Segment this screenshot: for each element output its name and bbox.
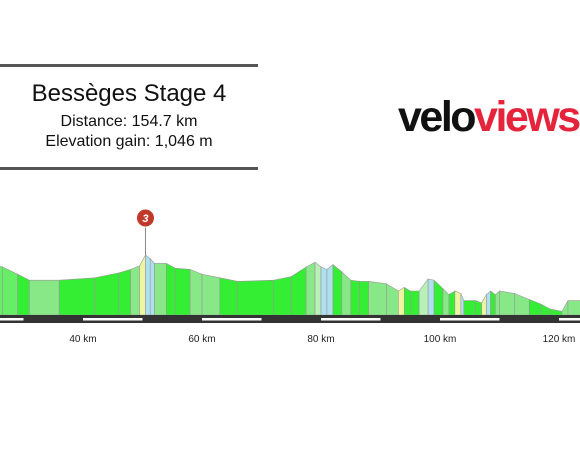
profile-segment <box>463 300 477 316</box>
profile-segment <box>201 273 221 316</box>
profile-segment <box>305 261 316 316</box>
climb-markers: 3 <box>135 208 155 255</box>
profile-segment <box>442 287 450 316</box>
stage-info-box: Bessèges Stage 4 Distance: 154.7 km Elev… <box>0 64 258 170</box>
km-marker <box>83 318 143 321</box>
x-tick-label: 100 km <box>424 334 457 345</box>
profile-segment <box>481 293 487 316</box>
profile-segment <box>166 262 176 316</box>
x-tick-label: 60 km <box>188 334 215 345</box>
climb-marker-number: 3 <box>142 213 148 225</box>
profile-segment <box>495 290 500 316</box>
profile-segment <box>418 278 429 316</box>
profile-segment <box>154 263 167 316</box>
profile-segment <box>403 286 411 316</box>
profile-segment <box>145 254 151 316</box>
profile-segment <box>17 273 30 316</box>
profile-segment <box>149 257 155 316</box>
profile-segment <box>490 290 496 316</box>
x-tick-label: 120 km <box>543 334 576 345</box>
veloviews-logo: veloviews <box>398 92 580 142</box>
elevation-profile-chart: 3 40 km 60 km 80 km 100 km 120 km <box>0 208 580 345</box>
km-marker <box>559 318 580 321</box>
profile-segments <box>0 254 580 316</box>
profile-segment <box>29 279 60 316</box>
profile-segment <box>460 293 465 316</box>
km-marker <box>0 318 24 321</box>
profile-segment <box>237 279 274 316</box>
profile-segment <box>514 292 530 316</box>
profile-segment <box>427 278 435 316</box>
road-bar <box>0 315 580 323</box>
profile-segment <box>341 271 352 316</box>
profile-segment <box>499 290 515 316</box>
profile-segment <box>368 281 387 316</box>
profile-segment <box>398 286 405 316</box>
profile-segment <box>2 266 18 316</box>
profile-segment <box>350 279 360 316</box>
profile-segment <box>0 265 3 316</box>
stage-distance: Distance: 154.7 km <box>60 113 198 130</box>
profile-segment <box>486 290 491 316</box>
profile-segment <box>540 303 551 316</box>
profile-segment <box>567 300 580 316</box>
profile-segment <box>320 266 328 316</box>
profile-segment <box>359 281 369 316</box>
profile-segment <box>409 290 420 316</box>
profile-segment <box>433 279 444 316</box>
info-box-top-rule <box>0 64 258 67</box>
x-tick-label: 80 km <box>307 334 334 345</box>
profile-segment <box>118 268 131 316</box>
profile-segment <box>273 276 292 316</box>
profile-segment <box>454 290 462 316</box>
km-marker <box>202 318 262 321</box>
logo-text-views: views <box>474 93 580 141</box>
profile-segment <box>290 266 307 316</box>
profile-segment <box>528 298 542 316</box>
profile-segment <box>332 263 343 316</box>
profile-segment <box>314 261 322 316</box>
logo-text-velo: velo <box>398 93 477 141</box>
info-box-bottom-rule <box>0 167 258 170</box>
profile-segment <box>386 283 399 316</box>
stage-title: Bessèges Stage 4 <box>31 80 227 107</box>
profile-segment <box>326 263 334 316</box>
distance-axis: 40 km 60 km 80 km 100 km 120 km <box>69 334 575 345</box>
profile-segment <box>561 300 569 316</box>
stage-elevation-gain: Elevation gain: 1,046 m <box>45 133 213 150</box>
x-tick-label: 40 km <box>69 334 96 345</box>
km-marker <box>440 318 500 321</box>
profile-segment <box>130 265 140 316</box>
climb-marker-badge <box>135 208 155 228</box>
profile-segment <box>549 308 563 316</box>
profile-segment <box>448 290 456 316</box>
profile-segment <box>94 272 119 316</box>
road-base <box>0 315 580 323</box>
profile-segment <box>475 300 482 316</box>
profile-segment <box>219 277 238 316</box>
profile-segment <box>58 277 96 316</box>
km-marker <box>321 318 381 321</box>
profile-segment <box>174 267 191 316</box>
profile-segment <box>139 254 146 316</box>
profile-segment <box>189 268 203 316</box>
